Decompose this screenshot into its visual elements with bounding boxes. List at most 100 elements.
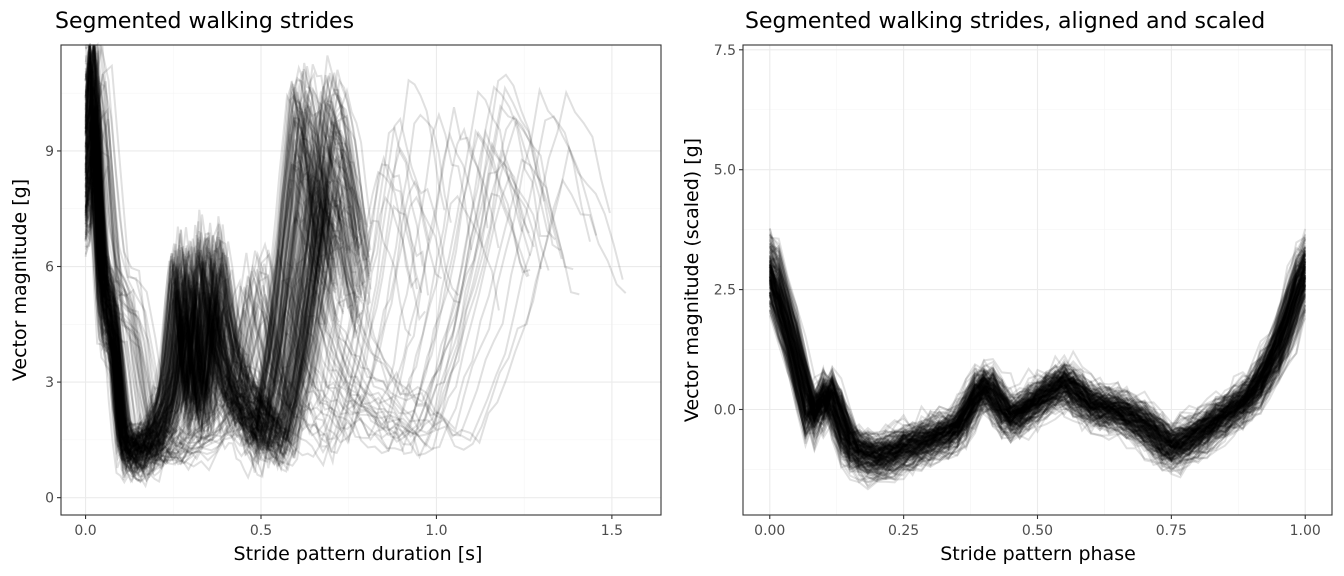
chart-1-x-tick-label: 0.0 — [74, 523, 96, 539]
chart-1-stride-line — [84, 44, 322, 436]
chart-1-stride-line — [85, 189, 316, 479]
chart-1-stride-line — [84, 167, 364, 476]
chart-1-stride-line — [84, 156, 500, 463]
chart-2-stride-line — [768, 288, 1306, 473]
chart-1-stride-line — [84, 104, 326, 478]
chart-1-stride-line — [84, 61, 370, 461]
chart-2-stride-line — [768, 236, 1306, 459]
chart-2-stride-line — [768, 271, 1307, 464]
chart-1-stride-line — [84, 80, 489, 449]
chart-1-stride-line — [84, 71, 325, 466]
chart-1-stride-line — [85, 121, 361, 455]
chart-1-stride-line — [84, 52, 430, 465]
chart-2-stride-line — [769, 268, 1307, 467]
chart-2-stride-line — [769, 265, 1307, 466]
chart-1-stride-line — [84, 65, 361, 452]
chart-2-stride-line — [769, 271, 1307, 467]
chart-1-stride-line — [84, 167, 461, 456]
chart-1-stride-line — [84, 120, 342, 457]
chart-1-stride-line — [84, 145, 337, 448]
chart-2-stride-line — [768, 255, 1307, 465]
chart-2-stride-line — [769, 245, 1307, 468]
chart-2-stride-line — [769, 250, 1307, 459]
chart-2-stride-line — [768, 287, 1307, 464]
chart-1-stride-line — [85, 79, 452, 459]
chart-2-stride-line — [768, 250, 1307, 472]
chart-1-gridlines — [61, 45, 661, 515]
chart-2-stride-line — [768, 245, 1307, 466]
chart-2-stride-line — [768, 278, 1307, 456]
chart-2-stride-line — [768, 232, 1307, 451]
chart-2-stride-line — [768, 264, 1306, 465]
chart-2-stride-line — [768, 283, 1307, 460]
chart-1-stride-line — [84, 44, 337, 451]
chart-2-stride-line — [769, 277, 1307, 450]
chart-1-stride-line — [84, 142, 337, 472]
chart-2-stride-line — [768, 266, 1307, 464]
chart-1-stride-line — [84, 124, 319, 460]
chart-1-stride-line — [84, 85, 314, 458]
chart-2-stride-line — [769, 254, 1307, 471]
chart-2-stride-line — [768, 286, 1307, 468]
chart-1-stride-line — [84, 95, 335, 458]
chart-1-stride-line — [84, 44, 351, 449]
chart-1-stride-line — [84, 44, 350, 458]
chart-2-stride-line — [768, 283, 1307, 455]
chart-1-stride-line — [84, 125, 353, 468]
chart-1-stride-line — [84, 67, 324, 448]
chart-1-stride-line — [84, 137, 371, 471]
chart-1-stride-line — [84, 44, 561, 472]
chart-2-stride-line — [768, 278, 1306, 459]
chart-1-stride-line — [84, 107, 319, 455]
chart-1-stride-line — [84, 50, 362, 463]
chart-1-stride-line — [84, 156, 341, 481]
chart-1-stride-line — [84, 69, 369, 450]
chart-2-stride-line — [768, 228, 1307, 455]
chart-1-y-axis: 0 3 6 9 — [45, 144, 61, 507]
chart-1-y-tick-label: 9 — [45, 144, 54, 160]
chart-1-stride-line — [85, 144, 349, 474]
chart-2-stride-line — [768, 255, 1307, 468]
chart-2-stride-line — [768, 269, 1307, 478]
chart-2-stride-line — [768, 239, 1307, 465]
chart-1-stride-line — [84, 172, 336, 473]
chart-2-stride-line — [768, 281, 1306, 456]
chart-1-stride-line — [84, 77, 563, 466]
chart-2-stride-line — [768, 249, 1307, 461]
chart-2-stride-line — [768, 268, 1307, 468]
chart-1-stride-line — [84, 44, 350, 444]
chart-2-stride-line — [768, 237, 1307, 472]
chart-1-stride-line — [84, 117, 357, 459]
chart-2-stride-line — [768, 258, 1307, 450]
chart-2-stride-line — [768, 253, 1307, 465]
chart-1-stride-line — [84, 60, 332, 446]
chart-1-stride-line — [84, 49, 330, 456]
chart-1-stride-line — [84, 177, 358, 466]
chart-1-stride-line — [84, 113, 366, 457]
chart-2-stride-line — [769, 236, 1307, 445]
chart-1-stride-line — [84, 198, 357, 478]
chart-2-stride-line — [768, 291, 1307, 474]
chart-1-stride-line — [84, 163, 332, 459]
chart-2-stride-line — [768, 238, 1307, 464]
chart-2-stride-line — [768, 243, 1307, 468]
chart-2-stride-line — [768, 287, 1307, 464]
chart-2-stride-line — [768, 296, 1307, 468]
chart-2-stride-line — [768, 269, 1307, 456]
chart-2-stride-line — [768, 294, 1306, 459]
chart-2-stride-line — [768, 257, 1307, 474]
chart-2-stride-line — [768, 270, 1306, 452]
chart-1-stride-line — [84, 44, 316, 462]
chart-1-stride-line — [84, 92, 331, 450]
chart-1-stride-line — [84, 82, 500, 466]
chart-2-stride-line — [769, 290, 1307, 465]
chart-1-stride-line — [84, 188, 327, 489]
chart-2-stride-line — [768, 259, 1307, 464]
chart-1-stride-line — [85, 164, 359, 469]
chart-2-stride-line — [768, 270, 1307, 448]
chart-2-stride-line — [768, 269, 1306, 448]
chart-1-stride-line — [84, 156, 337, 469]
chart-2-stride-line — [768, 288, 1306, 475]
chart-1-stride-line — [84, 51, 363, 456]
chart-2-stride-line — [768, 259, 1306, 469]
